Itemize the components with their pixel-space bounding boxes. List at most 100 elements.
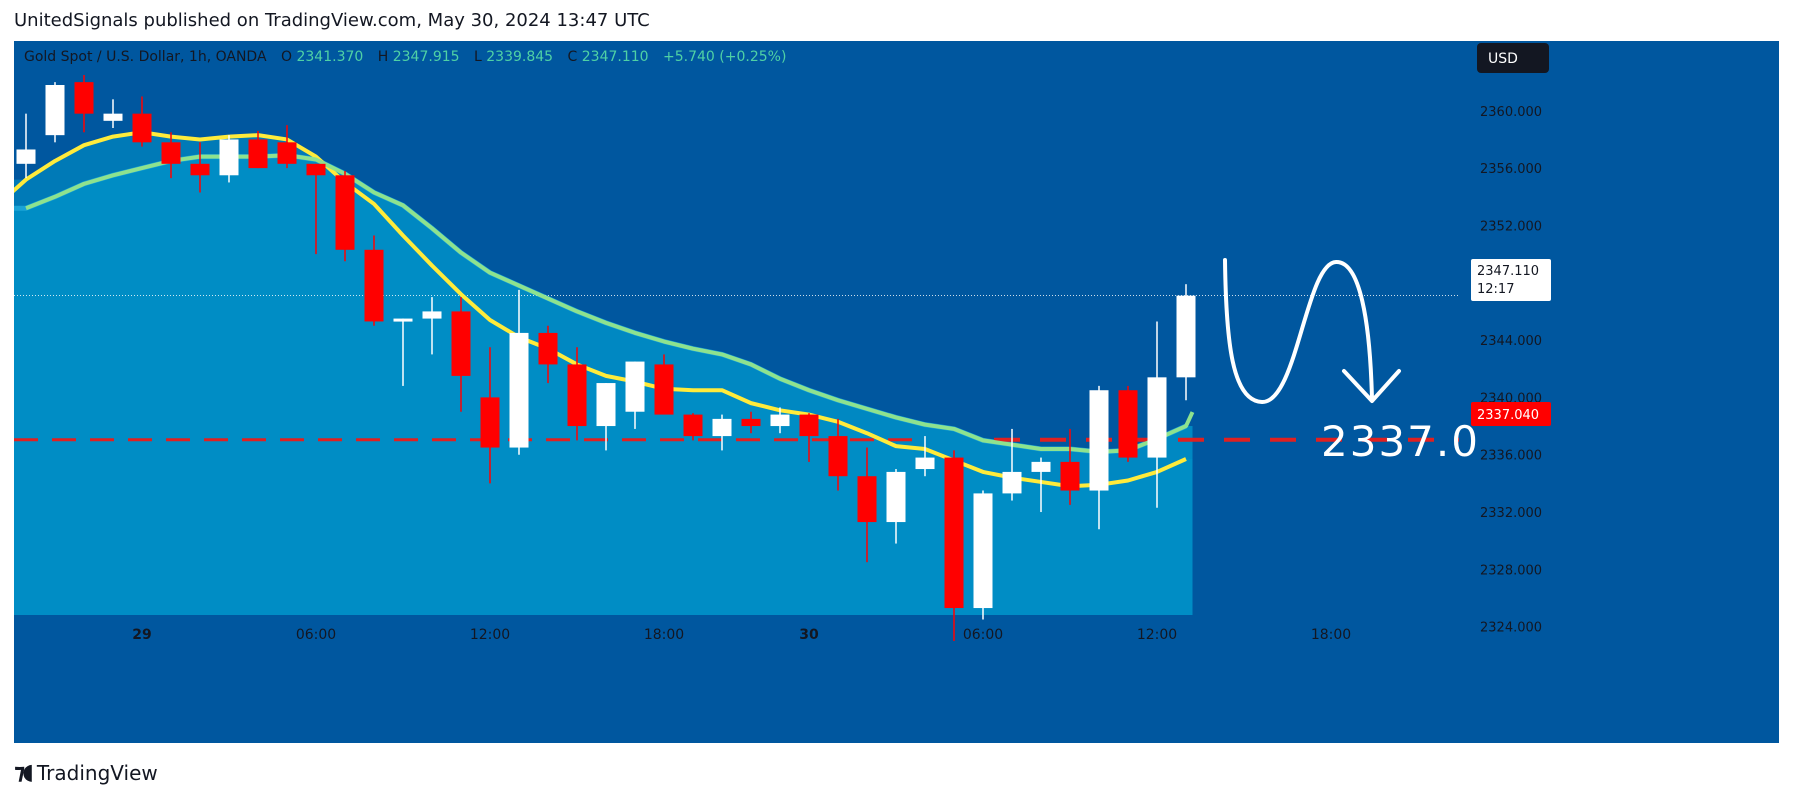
candle-body xyxy=(828,436,848,477)
price-axis[interactable]: 2360.0002356.0002352.0002348.0002344.000… xyxy=(1459,41,1779,743)
candle[interactable] xyxy=(1118,385,1138,462)
candle[interactable] xyxy=(422,297,442,355)
candle[interactable] xyxy=(654,354,674,415)
candle[interactable] xyxy=(1060,428,1080,505)
candle[interactable] xyxy=(16,113,36,179)
price-tick-label: 2336.000 xyxy=(1480,449,1542,464)
price-tag-value: 2347.110 xyxy=(1477,264,1539,279)
candle[interactable] xyxy=(306,163,326,255)
candle-body xyxy=(509,332,529,448)
candle-body xyxy=(683,414,703,437)
level-tag: 2337.040 xyxy=(1471,402,1551,426)
candle[interactable] xyxy=(480,347,500,484)
candle-body xyxy=(1060,461,1080,491)
candle[interactable] xyxy=(103,99,123,128)
candle[interactable] xyxy=(944,450,964,642)
candle-body xyxy=(973,493,993,609)
time-axis-area[interactable] xyxy=(14,615,1779,743)
candle-body xyxy=(1031,461,1051,472)
candlesticks[interactable] xyxy=(16,74,1196,642)
candle-body xyxy=(770,414,790,427)
candle-body xyxy=(538,332,558,365)
chart-panel[interactable]: 2337.0 Gold Spot / U.S. Dollar, 1h, OAND… xyxy=(14,41,1779,743)
candle[interactable] xyxy=(45,82,65,143)
candle-body xyxy=(335,175,355,250)
legend-close-value: 2347.110 xyxy=(582,49,649,65)
candle-body xyxy=(74,82,94,114)
projection-arrow-path[interactable] xyxy=(1223,258,1374,405)
time-tick-label: 18:00 xyxy=(1311,627,1351,643)
candle[interactable] xyxy=(219,135,239,183)
price-tick-label: 2360.000 xyxy=(1480,105,1542,120)
time-tick-label: 12:00 xyxy=(1137,627,1177,643)
candle[interactable] xyxy=(393,318,413,386)
candle[interactable] xyxy=(886,469,906,544)
candle[interactable] xyxy=(190,142,210,193)
candle[interactable] xyxy=(277,125,297,169)
price-tick-label: 2324.000 xyxy=(1480,621,1542,636)
time-tick-label: 30 xyxy=(799,627,819,643)
candle-body xyxy=(1147,377,1167,458)
legend-close-label: C xyxy=(568,49,578,65)
candle[interactable] xyxy=(741,411,761,434)
candle[interactable] xyxy=(335,170,355,262)
tradingview-brand[interactable]: ⁊◖ TradingView xyxy=(14,760,158,785)
candle[interactable] xyxy=(132,96,152,147)
candle[interactable] xyxy=(1002,428,1022,501)
candle-body xyxy=(277,142,297,164)
candle[interactable] xyxy=(625,361,645,429)
candle-body xyxy=(799,414,819,437)
candle-body xyxy=(625,361,645,412)
level-tag-value: 2337.040 xyxy=(1477,408,1539,423)
time-tick-label: 29 xyxy=(132,627,151,643)
svg-text:Gold Spot / U.S. Dollar, 1h, O: Gold Spot / U.S. Dollar, 1h, OANDA O 234… xyxy=(24,49,786,65)
price-tick-label: 2328.000 xyxy=(1480,563,1542,578)
candle-body xyxy=(248,139,268,169)
candle-body xyxy=(451,311,471,376)
candle-body xyxy=(364,249,384,322)
currency-button[interactable]: USD xyxy=(1477,43,1549,73)
candle[interactable] xyxy=(828,418,848,491)
candle[interactable] xyxy=(1089,385,1109,530)
time-axis[interactable]: 29 06:00 12:00 18:00 30 06:00 12:00 18:00 xyxy=(132,627,1351,643)
price-chart[interactable]: 2337.0 Gold Spot / U.S. Dollar, 1h, OAND… xyxy=(14,41,1779,743)
candle-body xyxy=(915,457,935,470)
time-tick-label: 06:00 xyxy=(963,627,1003,643)
legend-low-value: 2339.845 xyxy=(486,49,553,65)
candle[interactable] xyxy=(364,235,384,326)
tradingview-logo-icon: ⁊◖ xyxy=(14,760,34,785)
candle[interactable] xyxy=(1031,457,1051,513)
candle[interactable] xyxy=(799,413,819,462)
candle[interactable] xyxy=(538,325,558,384)
candle[interactable] xyxy=(683,413,703,441)
candle[interactable] xyxy=(509,289,529,455)
price-tag: 2347.110 12:17 xyxy=(1471,259,1551,301)
projection-arrow-head[interactable] xyxy=(1342,369,1401,403)
candle-body xyxy=(712,418,732,437)
legend-high-value: 2347.915 xyxy=(393,49,460,65)
time-tick-label: 12:00 xyxy=(470,627,510,643)
candle[interactable] xyxy=(161,132,181,179)
candle[interactable] xyxy=(567,347,587,441)
candle[interactable] xyxy=(915,436,935,477)
candle[interactable] xyxy=(248,130,268,169)
candle[interactable] xyxy=(1176,284,1196,401)
time-tick-label: 18:00 xyxy=(644,627,684,643)
candle[interactable] xyxy=(596,383,616,451)
candle[interactable] xyxy=(770,407,790,434)
legend-high-label: H xyxy=(378,49,389,65)
candle-body xyxy=(741,418,761,427)
candle[interactable] xyxy=(451,297,471,412)
candle[interactable] xyxy=(1147,321,1167,508)
projection-label: 2337.0 xyxy=(1321,417,1480,466)
currency-label: USD xyxy=(1488,51,1518,67)
candle-body xyxy=(393,318,413,322)
legend-change: +5.740 (+0.25%) xyxy=(663,49,786,65)
candle[interactable] xyxy=(712,414,732,451)
time-tick-label: 06:00 xyxy=(296,627,336,643)
candle[interactable] xyxy=(857,447,877,563)
brand-name: TradingView xyxy=(36,760,158,785)
candle[interactable] xyxy=(973,490,993,620)
candle[interactable] xyxy=(74,74,94,133)
candle-body xyxy=(654,364,674,415)
